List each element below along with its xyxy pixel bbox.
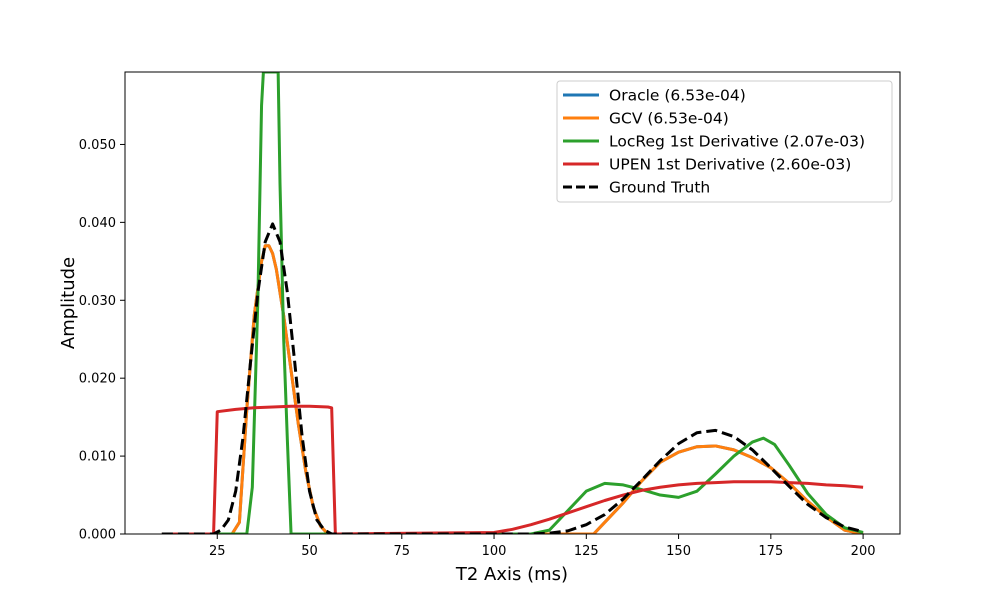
series-line-5 [161, 222, 864, 534]
y-tick-label: 0.020 [79, 372, 116, 387]
y-tick-label: 0.030 [79, 294, 116, 309]
x-tick-label: 25 [209, 544, 226, 559]
y-axis: 0.000 0.010 0.020 0.030 0.040 0.050 [79, 138, 125, 543]
y-tick-label: 0.000 [79, 528, 116, 543]
x-tick-label: 150 [666, 544, 691, 559]
x-tick-label: 125 [574, 544, 599, 559]
legend-label: UPEN 1st Derivative (2.60e-03) [609, 156, 851, 174]
legend-label: Oracle (6.53e-04) [609, 87, 746, 105]
series-line-4 [161, 404, 864, 534]
x-tick-label: 100 [482, 544, 507, 559]
x-axis: 25 50 75 100 125 150 175 200 [209, 534, 876, 559]
x-tick-label: 75 [394, 544, 411, 559]
y-tick-label: 0.010 [79, 450, 116, 465]
series-line-3 [161, 72, 864, 534]
legend-label: GCV (6.53e-04) [609, 110, 729, 128]
y-axis-label: Amplitude [58, 257, 79, 349]
x-tick-label: 175 [758, 544, 783, 559]
plot-area-frame [124, 71, 901, 535]
legend-box [556, 80, 893, 203]
y-tick-label: 0.040 [79, 216, 116, 231]
y-tick-label: 0.050 [79, 138, 116, 153]
legend-label: Ground Truth [609, 179, 710, 197]
x-tick-label: 200 [851, 544, 876, 559]
series-layer [161, 72, 864, 534]
legend: Oracle (6.53e-04) GCV (6.53e-04) LocReg 1s… [556, 80, 893, 203]
x-axis-label: T2 Axis (ms) [455, 564, 568, 585]
x-tick-label: 50 [301, 544, 318, 559]
legend-label: LocReg 1st Derivative (2.07e-03) [609, 133, 865, 151]
